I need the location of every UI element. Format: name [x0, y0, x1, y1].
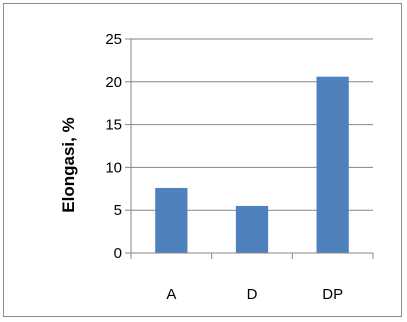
x-tick-labels: A D DP	[166, 286, 343, 303]
y-tick-label: 10	[105, 159, 122, 176]
y-tick-label: 25	[105, 31, 122, 48]
bars	[155, 76, 349, 253]
axes	[125, 38, 374, 259]
x-tick-label: A	[166, 286, 176, 303]
y-tick-labels: 0 5 10 15 20 25	[105, 31, 122, 262]
y-axis-label: Elongasi, %	[59, 117, 78, 212]
y-tick-label: 15	[105, 117, 122, 134]
x-tick-label: D	[247, 286, 258, 303]
y-tick-label: 0	[114, 245, 122, 262]
y-tick-label: 5	[114, 202, 122, 219]
x-tick-label: DP	[322, 286, 343, 303]
y-tick-label: 20	[105, 74, 122, 91]
bar-a	[155, 187, 188, 253]
bar-dp	[316, 76, 349, 253]
bar-d	[235, 205, 269, 253]
